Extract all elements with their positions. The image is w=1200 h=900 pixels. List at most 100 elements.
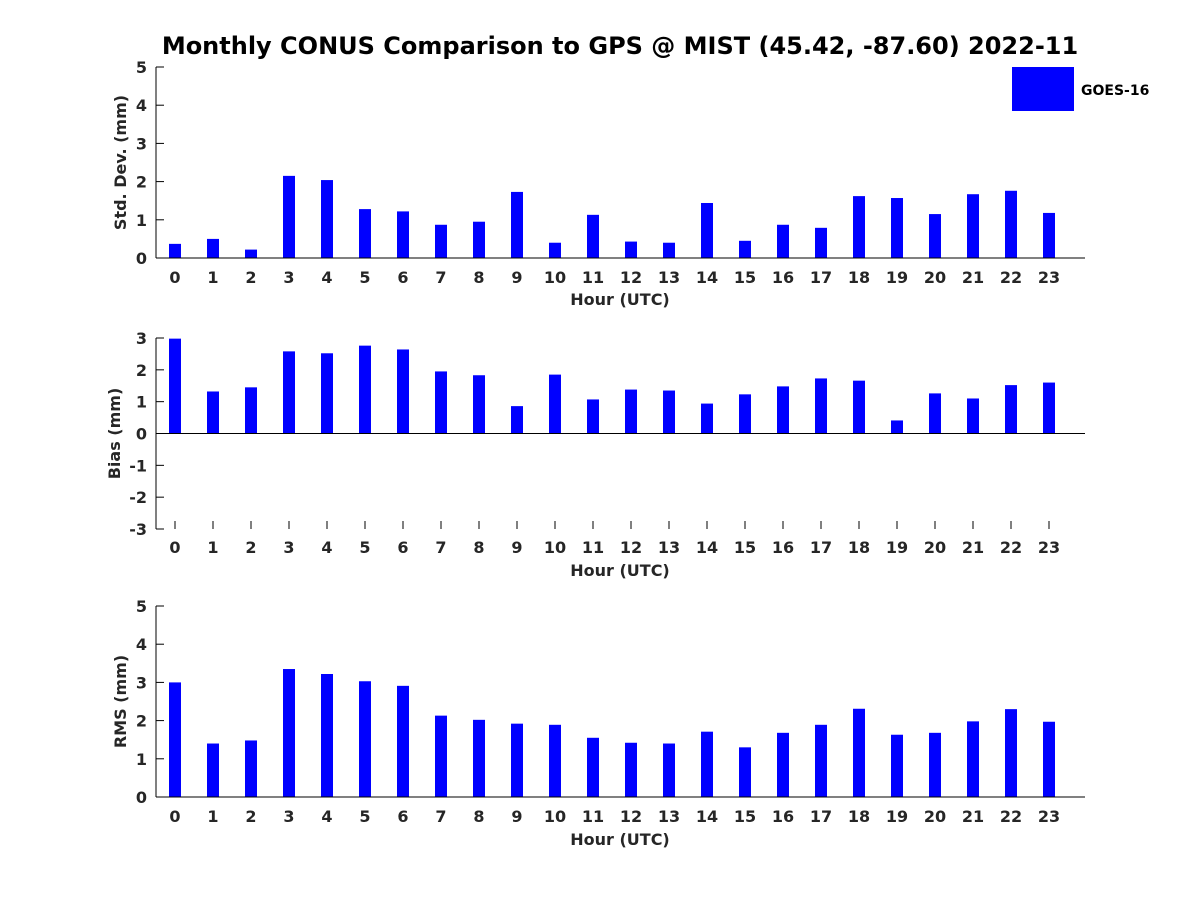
legend: GOES-16 [1012, 67, 1149, 111]
rms-bar-hour-5 [359, 681, 371, 797]
chart-title: Monthly CONUS Comparison to GPS @ MIST (… [162, 32, 1078, 60]
rms-bar-hour-16 [777, 732, 789, 797]
rms-x-tick-label: 1 [207, 807, 218, 826]
std-x-tick-label: 5 [359, 268, 370, 287]
bias-bar-hour-14 [701, 403, 713, 434]
bias-x-tick-label: 20 [924, 538, 946, 557]
bias-bar-hour-13 [663, 390, 675, 434]
std-x-axis-label: Hour (UTC) [570, 290, 670, 309]
bias-bar-hour-19 [891, 420, 903, 434]
bias-bar-hour-12 [625, 389, 637, 434]
legend-label-goes-16: GOES-16 [1081, 83, 1149, 99]
bias-bar-hour-18 [853, 380, 865, 434]
bias-x-tick-label: 9 [511, 538, 522, 557]
bias-x-tick-label: 22 [1000, 538, 1022, 557]
bias-bar-hour-17 [815, 378, 827, 434]
rms-x-tick-label: 17 [810, 807, 832, 826]
std-bar-hour-21 [967, 194, 979, 258]
bias-x-tick-label: 10 [544, 538, 566, 557]
bias-x-tick-label: 3 [283, 538, 294, 557]
bias-bar-hour-15 [739, 394, 751, 434]
std-x-tick-label: 8 [473, 268, 484, 287]
std-bar-hour-9 [511, 191, 523, 258]
bias-y-axis-label: Bias (mm) [105, 388, 124, 480]
rms-x-tick-label: 18 [848, 807, 870, 826]
rms-bar-hour-22 [1005, 709, 1017, 797]
std-x-tick-label: 0 [169, 268, 180, 287]
std-x-tick-label: 1 [207, 268, 218, 287]
bias-x-tick-label: 5 [359, 538, 370, 557]
rms-bar-hour-7 [435, 715, 447, 797]
bias-bar-hour-23 [1043, 382, 1055, 434]
bias-bar-hour-1 [207, 391, 219, 434]
rms-y-tick-label: 4 [136, 635, 147, 654]
bias-y-tick-label: -2 [129, 488, 147, 507]
std-x-tick-label: 17 [810, 268, 832, 287]
std-x-tick-label: 14 [696, 268, 718, 287]
rms-bar-hour-13 [663, 743, 675, 797]
std-y-tick-label: 2 [136, 173, 147, 192]
bias-bar-hour-7 [435, 371, 447, 434]
std-x-tick-label: 10 [544, 268, 566, 287]
bias-x-tick-label: 0 [169, 538, 180, 557]
rms-x-tick-label: 11 [582, 807, 604, 826]
legend-swatch-goes-16 [1012, 67, 1074, 111]
bias-y-tick-label: 1 [136, 393, 147, 412]
std-bar-hour-16 [777, 224, 789, 258]
std-bar-hour-3 [283, 175, 295, 258]
bias-y-tick-label: 2 [136, 361, 147, 380]
rms-x-tick-label: 2 [245, 807, 256, 826]
rms-x-tick-label: 20 [924, 807, 946, 826]
std-bar-hour-10 [549, 242, 561, 258]
std-x-tick-label: 18 [848, 268, 870, 287]
rms-x-tick-label: 4 [321, 807, 332, 826]
rms-x-tick-label: 3 [283, 807, 294, 826]
rms-x-tick-label: 7 [435, 807, 446, 826]
bias-bar-hour-20 [929, 393, 941, 434]
std-y-tick-label: 5 [136, 58, 147, 77]
rms-bar-hour-9 [511, 723, 523, 797]
rms-x-tick-label: 6 [397, 807, 408, 826]
rms-x-tick-label: 13 [658, 807, 680, 826]
std-y-tick-label: 3 [136, 134, 147, 153]
bias-bar-hour-16 [777, 386, 789, 434]
bias-x-tick-label: 14 [696, 538, 718, 557]
rms-x-tick-label: 10 [544, 807, 566, 826]
rms-bar-hour-20 [929, 732, 941, 797]
rms-x-tick-label: 14 [696, 807, 718, 826]
rms-y-tick-label: 1 [136, 750, 147, 769]
std-bar-hour-23 [1043, 212, 1055, 258]
std-bar-hour-18 [853, 196, 865, 258]
rms-bar-hour-3 [283, 669, 295, 797]
bias-x-tick-label: 1 [207, 538, 218, 557]
std-bar-hour-7 [435, 224, 447, 258]
rms-bar-hour-2 [245, 740, 257, 797]
bias-y-tick-label: 3 [136, 329, 147, 348]
std-bar-hour-2 [245, 249, 257, 258]
rms-bar-hour-4 [321, 673, 333, 797]
std-y-axis-label: Std. Dev. (mm) [111, 95, 130, 230]
std-x-tick-label: 3 [283, 268, 294, 287]
bias-x-tick-label: 13 [658, 538, 680, 557]
rms-x-axis-label: Hour (UTC) [570, 830, 670, 849]
std-bar-hour-12 [625, 241, 637, 258]
rms-y-tick-label: 5 [136, 597, 147, 616]
bias-bar-hour-4 [321, 353, 333, 434]
std-x-tick-label: 23 [1038, 268, 1060, 287]
bias-bar-hour-5 [359, 345, 371, 434]
rms-bar-hour-23 [1043, 721, 1055, 797]
bias-bar-hour-6 [397, 349, 409, 434]
std-y-tick-label: 4 [136, 96, 147, 115]
rms-y-tick-label: 0 [136, 788, 147, 807]
bias-x-tick-label: 15 [734, 538, 756, 557]
std-bar-hour-19 [891, 198, 903, 258]
bias-y-tick-label: 0 [136, 425, 147, 444]
rms-x-tick-label: 16 [772, 807, 794, 826]
bias-x-tick-label: 7 [435, 538, 446, 557]
std-bar-hour-8 [473, 221, 485, 258]
bias-x-tick-label: 23 [1038, 538, 1060, 557]
rms-bar-hour-21 [967, 721, 979, 797]
